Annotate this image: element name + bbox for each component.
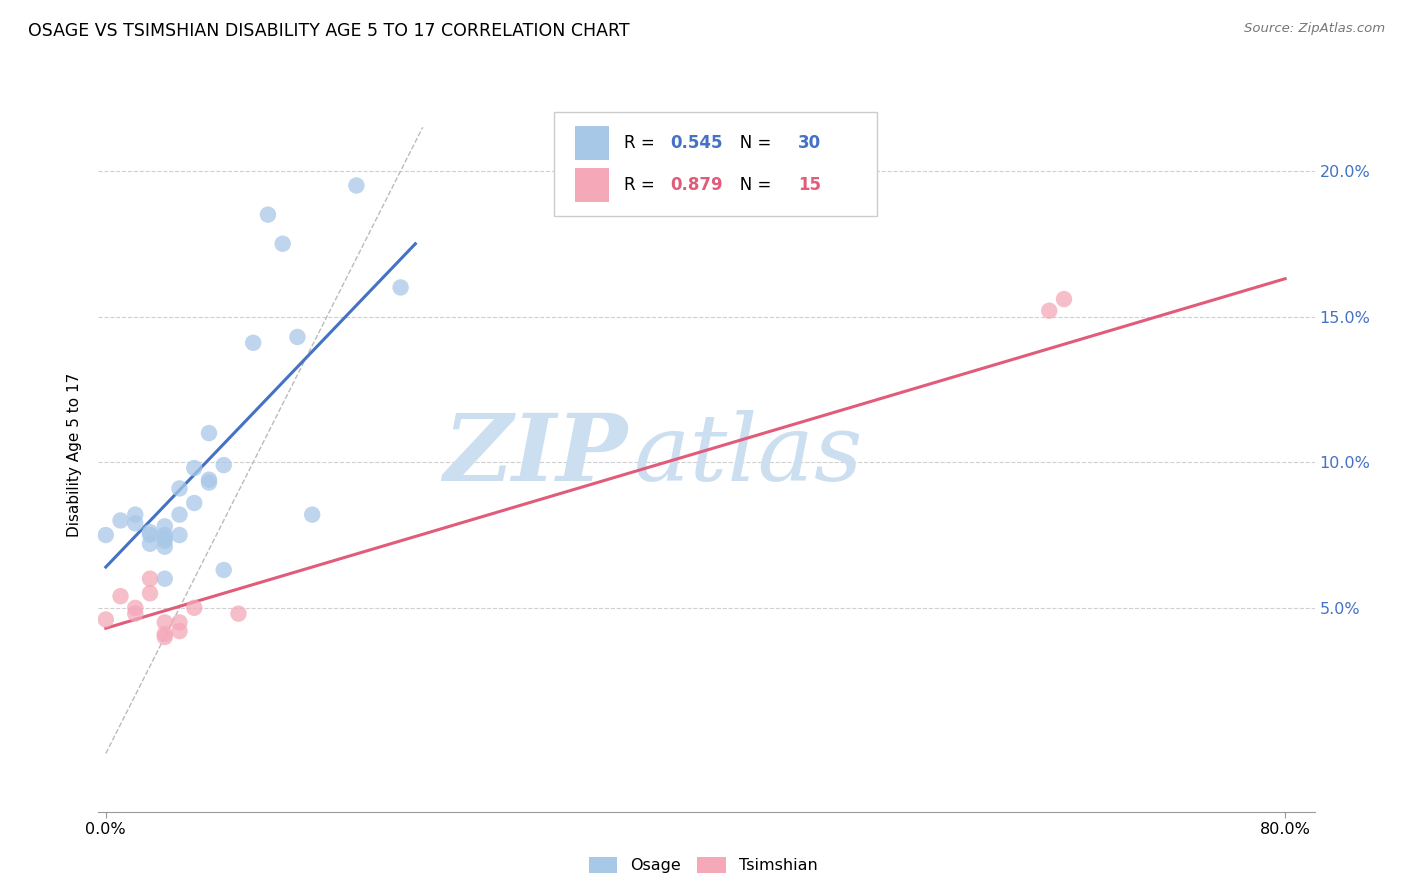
Point (139, 537, 162, 551)
Point (139, 525, 162, 540)
Point (212, 563, 235, 577)
Point (169, 615, 191, 630)
Text: ZIP: ZIP (443, 410, 627, 500)
Point (124, 600, 146, 615)
Text: N =: N = (724, 134, 776, 152)
Text: N =: N = (724, 177, 776, 194)
Point (389, 280, 412, 294)
Text: OSAGE VS TSIMSHIAN DISABILITY AGE 5 TO 17 CORRELATION CHART: OSAGE VS TSIMSHIAN DISABILITY AGE 5 TO 1… (28, 22, 630, 40)
Point (139, 572, 162, 586)
Point (139, 586, 162, 600)
Legend: Osage, Tsimshian: Osage, Tsimshian (582, 850, 824, 880)
Point (257, 208, 280, 222)
Text: 0.545: 0.545 (671, 134, 723, 152)
Point (153, 531, 176, 545)
Point (153, 528, 176, 542)
Point (153, 615, 176, 630)
FancyBboxPatch shape (575, 126, 609, 160)
Point (153, 572, 176, 586)
Text: 30: 30 (797, 134, 821, 152)
Point (198, 475, 221, 490)
Point (169, 508, 191, 522)
Point (94, 528, 117, 542)
Text: atlas: atlas (634, 410, 863, 500)
Point (124, 607, 146, 621)
Point (139, 528, 162, 542)
Point (242, 335, 264, 350)
Point (271, 236, 294, 251)
Point (228, 607, 250, 621)
Text: 15: 15 (797, 177, 821, 194)
Point (183, 600, 205, 615)
Point (110, 513, 132, 527)
Point (212, 458, 235, 472)
Point (124, 516, 146, 531)
Point (287, 330, 309, 344)
Y-axis label: Disability Age 5 to 17: Disability Age 5 to 17 (67, 373, 83, 537)
Point (169, 528, 191, 542)
FancyBboxPatch shape (575, 169, 609, 202)
Point (1038, 303, 1060, 318)
Point (183, 496, 205, 510)
Text: R =: R = (624, 177, 659, 194)
Point (153, 630, 176, 644)
Point (198, 473, 221, 487)
Point (198, 426, 221, 441)
Text: 0.879: 0.879 (671, 177, 723, 194)
Point (301, 508, 323, 522)
Point (153, 627, 176, 641)
Point (94, 612, 117, 626)
Point (1053, 292, 1076, 306)
Point (344, 178, 367, 193)
Point (153, 519, 176, 533)
FancyBboxPatch shape (554, 112, 877, 216)
Point (153, 533, 176, 548)
Point (169, 482, 191, 496)
Point (153, 540, 176, 554)
Point (124, 508, 146, 522)
Text: Source: ZipAtlas.com: Source: ZipAtlas.com (1244, 22, 1385, 36)
Point (110, 589, 132, 603)
Point (169, 624, 191, 639)
Point (183, 461, 205, 475)
Text: R =: R = (624, 134, 659, 152)
